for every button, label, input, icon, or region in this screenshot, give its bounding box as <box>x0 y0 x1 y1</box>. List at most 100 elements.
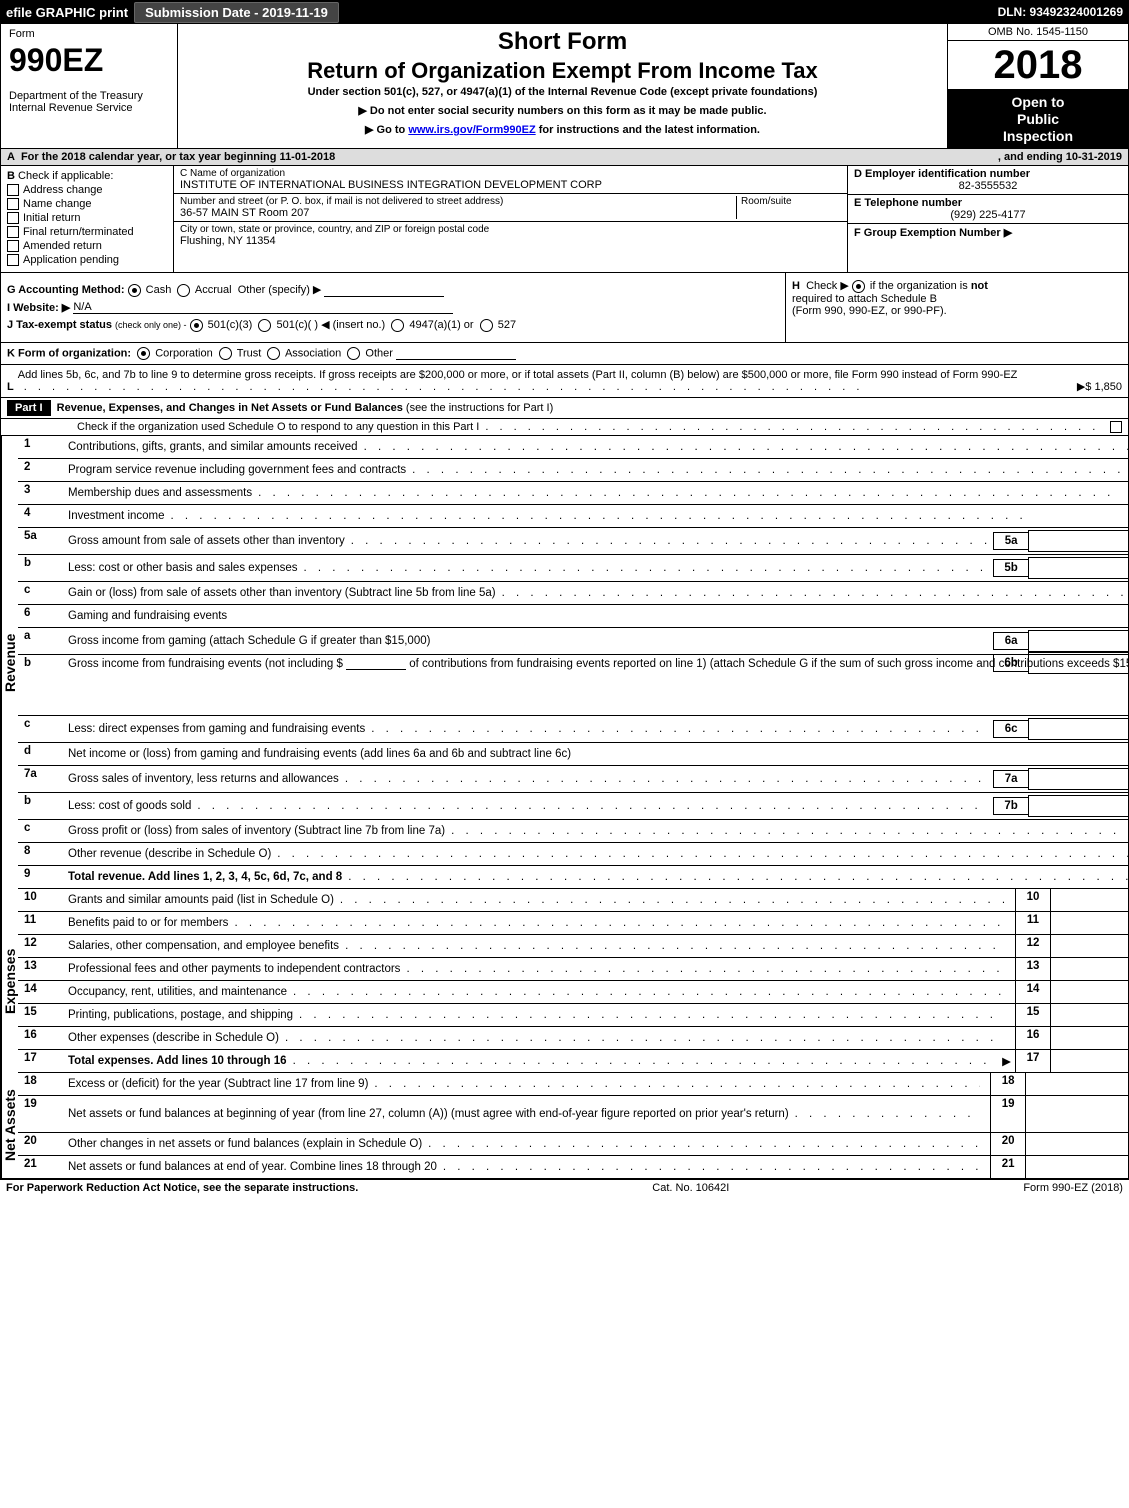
efile-link[interactable]: efile GRAPHIC print <box>6 5 128 20</box>
line-12-label: 12 <box>1015 935 1050 957</box>
goto-line: ▶ Go to www.irs.gov/Form990EZ for instru… <box>186 123 939 136</box>
omb-number: OMB No. 1545-1150 <box>948 24 1128 41</box>
line-21-desc: Net assets or fund balances at end of ye… <box>68 1161 437 1173</box>
other-method-input[interactable] <box>324 284 444 297</box>
h-text-if-org: if the organization is <box>870 280 968 292</box>
line-1: 1 Contributions, gifts, grants, and simi… <box>18 436 1129 459</box>
i-label: I Website: ▶ <box>7 302 70 314</box>
tax-year: 2018 <box>948 41 1128 90</box>
radio-4947[interactable] <box>391 319 404 332</box>
label-corporation: Corporation <box>155 347 212 359</box>
radio-association[interactable] <box>267 347 280 360</box>
part-1-check-row: Check if the organization used Schedule … <box>0 419 1129 436</box>
checkbox-application-pending[interactable] <box>7 254 19 266</box>
label-527: 527 <box>498 319 516 331</box>
form-number: 990EZ <box>9 44 169 76</box>
radio-527[interactable] <box>480 319 493 332</box>
l-amount: $ 1,850 <box>1085 381 1122 393</box>
label-cash: Cash <box>146 284 172 296</box>
line-14-label: 14 <box>1015 981 1050 1003</box>
line-7b: b Less: cost of goods sold 7b <box>18 793 1129 820</box>
line-6b-desc-1: Gross income from fundraising events (no… <box>68 658 343 670</box>
part-1-title: Revenue, Expenses, and Changes in Net As… <box>57 402 403 414</box>
street-address: 36-57 MAIN ST Room 207 <box>180 207 736 219</box>
line-17-num: 17 <box>18 1050 68 1072</box>
radio-501c3[interactable] <box>190 319 203 332</box>
line-12-num: 12 <box>18 935 68 957</box>
line-4-num: 4 <box>18 505 68 527</box>
form-ref: Form 990-EZ (2018) <box>1023 1182 1123 1194</box>
paperwork-notice: For Paperwork Reduction Act Notice, see … <box>6 1182 358 1194</box>
line-10-amount <box>1050 889 1129 911</box>
main-title: Return of Organization Exempt From Incom… <box>186 58 939 84</box>
checkbox-address-change[interactable] <box>7 184 19 196</box>
label-association: Association <box>285 347 341 359</box>
room-suite-label: Room/suite <box>741 196 841 207</box>
checkbox-final-return[interactable] <box>7 226 19 238</box>
line-2: 2 Program service revenue including gove… <box>18 459 1129 482</box>
radio-trust[interactable] <box>219 347 232 360</box>
phone-label: E Telephone number <box>854 197 1122 209</box>
label-name-change: Name change <box>23 198 92 210</box>
line-14-desc: Occupancy, rent, utilities, and maintena… <box>68 986 287 998</box>
tax-year-end: , and ending 10-31-2019 <box>998 151 1122 163</box>
line-8: 8 Other revenue (describe in Schedule O)… <box>18 843 1129 866</box>
inspection-line-3: Inspection <box>950 128 1126 145</box>
radio-corporation[interactable] <box>137 347 150 360</box>
checkbox-amended-return[interactable] <box>7 240 19 252</box>
line-9-num: 9 <box>18 866 68 888</box>
line-7a-num: 7a <box>18 766 68 792</box>
checkbox-schedule-o[interactable] <box>1110 421 1122 433</box>
expenses-body: 10 Grants and similar amounts paid (list… <box>18 889 1129 1073</box>
g-label: G Accounting Method: <box>7 284 125 296</box>
line-21-num: 21 <box>18 1156 68 1178</box>
line-17-amount: 750 <box>1050 1050 1129 1072</box>
radio-other-org[interactable] <box>347 347 360 360</box>
section-l: L Add lines 5b, 6c, and 7b to line 9 to … <box>0 365 1129 398</box>
city-state-zip: Flushing, NY 11354 <box>180 235 841 247</box>
line-5b-sublabel: 5b <box>993 559 1028 577</box>
checkbox-initial-return[interactable] <box>7 212 19 224</box>
line-6b-contrib-input[interactable] <box>346 657 406 670</box>
j-check-only-one: (check only one) - <box>115 320 187 330</box>
line-13-num: 13 <box>18 958 68 980</box>
line-6a-sublabel: 6a <box>993 632 1028 650</box>
other-org-input[interactable] <box>396 347 516 360</box>
section-bcdef: B Check if applicable: Address change Na… <box>0 166 1129 273</box>
goto-pre: ▶ Go to <box>365 124 408 136</box>
line-5a-subamount <box>1028 530 1129 552</box>
radio-accrual[interactable] <box>177 284 190 297</box>
radio-cash[interactable] <box>128 284 141 297</box>
checkbox-name-change[interactable] <box>7 198 19 210</box>
label-501c: 501(c)( ) ◀ (insert no.) <box>276 319 385 331</box>
checkbox-schedule-b-not-required[interactable] <box>852 280 865 293</box>
irs-link[interactable]: www.irs.gov/Form990EZ <box>408 124 535 136</box>
line-1-num: 1 <box>18 436 68 458</box>
line-19-desc: Net assets or fund balances at beginning… <box>68 1108 789 1120</box>
cat-no: Cat. No. 10642I <box>652 1182 729 1194</box>
line-12: 12 Salaries, other compensation, and emp… <box>18 935 1129 958</box>
label-final-return: Final return/terminated <box>23 226 134 238</box>
line-5b: b Less: cost or other basis and sales ex… <box>18 555 1129 582</box>
line-3-desc: Membership dues and assessments <box>68 487 252 499</box>
line-4-desc: Investment income <box>68 510 165 522</box>
top-bar-left: efile GRAPHIC print Submission Date - 20… <box>6 2 339 23</box>
line-6c-desc: Less: direct expenses from gaming and fu… <box>68 723 365 735</box>
h-section: H Check ▶ if the organization is not req… <box>785 273 1128 341</box>
line-12-desc: Salaries, other compensation, and employ… <box>68 940 339 952</box>
line-5c: c Gain or (loss) from sale of assets oth… <box>18 582 1129 605</box>
line-10-label: 10 <box>1015 889 1050 911</box>
line-15-amount <box>1050 1004 1129 1026</box>
line-7a: 7a Gross sales of inventory, less return… <box>18 766 1129 793</box>
h-label: H <box>792 280 800 292</box>
line-20-num: 20 <box>18 1133 68 1155</box>
part-1-label: Part I <box>7 400 51 416</box>
line-17: 17 Total expenses. Add lines 10 through … <box>18 1050 1129 1073</box>
line-20-amount <box>1025 1133 1129 1155</box>
expenses-section: Expenses 10 Grants and similar amounts p… <box>0 889 1129 1073</box>
line-15: 15 Printing, publications, postage, and … <box>18 1004 1129 1027</box>
line-19-label: 19 <box>990 1096 1025 1132</box>
radio-501c[interactable] <box>258 319 271 332</box>
k-label: K Form of organization: <box>7 347 131 359</box>
line-6-num: 6 <box>18 605 68 627</box>
